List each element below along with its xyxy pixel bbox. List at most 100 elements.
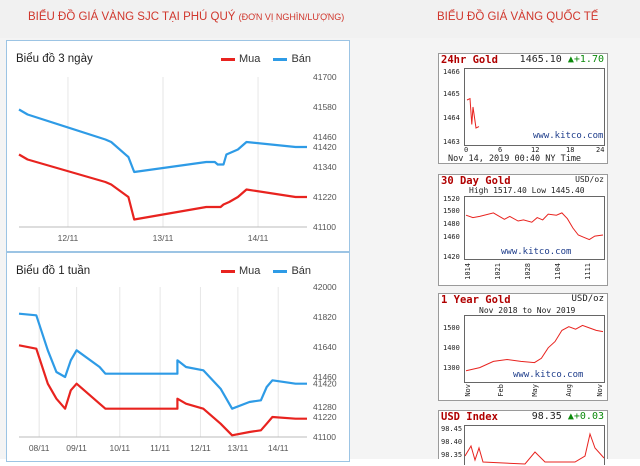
kitco-30day-xtick: 1111 bbox=[584, 263, 592, 280]
kitco-24hr-xtick: 24 bbox=[596, 146, 605, 154]
kitco-1year-ytick: 1500 bbox=[443, 324, 460, 332]
kitco-24hr-ytick: 1465 bbox=[443, 90, 460, 98]
x-tick-label: 09/11 bbox=[66, 443, 87, 453]
y-tick-label: 41580 bbox=[313, 102, 337, 112]
x-tick-label: 13/11 bbox=[228, 443, 249, 453]
x-tick-label: 12/11 bbox=[58, 233, 79, 243]
kitco-24hr-timestamp: Nov 14, 2019 00:40 NY Time bbox=[448, 154, 582, 164]
series-line-mua bbox=[18, 153, 307, 221]
y-tick-label: 41100 bbox=[313, 432, 336, 442]
series-line-mua bbox=[18, 344, 307, 437]
sjc-chart-heading: BIỂU ĐỒ GIÁ VÀNG SJC TẠI PHÚ QUÝ (ĐƠN VỊ… bbox=[28, 11, 345, 23]
chart-1-week-panel: Biểu đồ 1 tuần Mua Bán 41100 41220 41280 41… bbox=[6, 252, 350, 462]
kitco-1year-unit: USD/oz bbox=[571, 294, 604, 304]
kitco-usd-ytick: 98.35 bbox=[441, 451, 463, 459]
y-tick-label: 41640 bbox=[313, 342, 337, 352]
kitco-30day-title: 30 Day Gold bbox=[441, 175, 511, 187]
kitco-1-year-gold-chart[interactable]: 1 Year Gold USD/oz Nov 2018 to Nov 2019 … bbox=[438, 293, 608, 401]
chart-3-days-panel: Biểu đồ 3 ngày Mua Bán 41100 41220 41340 41… bbox=[6, 40, 350, 252]
y-tick-label: 41280 bbox=[313, 402, 337, 412]
x-tick-label: 08/11 bbox=[29, 443, 50, 453]
kitco-usd-ytick: 98.40 bbox=[441, 438, 463, 446]
legend-ban-swatch bbox=[273, 57, 288, 61]
header-bar: BIỂU ĐỒ GIÁ VÀNG SJC TẠI PHÚ QUÝ (ĐƠN VỊ… bbox=[0, 0, 640, 38]
x-tick-label: 11/11 bbox=[150, 443, 170, 453]
kitco-1year-xtick: Nov bbox=[596, 384, 604, 397]
chart-1-week-legend[interactable]: Mua Bán bbox=[221, 265, 311, 277]
kitco-30-day-gold-chart[interactable]: 30 Day Gold USD/oz High 1517.40 Low 1445… bbox=[438, 174, 608, 286]
kitco-1year-xtick: Feb bbox=[497, 384, 505, 397]
kitco-24hr-quote: 1465.10 ▲+1.70 bbox=[519, 54, 604, 65]
kitco-30day-xtick: 1104 bbox=[554, 263, 562, 280]
kitco-24hr-xtick: 6 bbox=[498, 146, 503, 154]
series-line-ban bbox=[18, 108, 307, 174]
legend-mua-swatch bbox=[221, 269, 235, 273]
kitco-30day-ytick: 1520 bbox=[443, 195, 460, 203]
kitco-24hr-plot: www.kitco.com bbox=[464, 68, 605, 146]
y-tick-label: 41220 bbox=[313, 412, 337, 422]
kitco-24hr-gold-chart[interactable]: 24hr Gold 1465.10 ▲+1.70 www.kitco.com 1… bbox=[438, 53, 608, 164]
series-line-ban bbox=[18, 312, 307, 410]
y-tick-label: 41100 bbox=[313, 222, 336, 232]
kitco-usd-index-quote: 98.35 ▲+0.03 bbox=[531, 411, 604, 422]
y-tick-label: 41220 bbox=[313, 192, 337, 202]
chart-1-week-title: Biểu đồ 1 tuần bbox=[16, 265, 91, 277]
legend-ban-label: Bán bbox=[291, 265, 312, 277]
kitco-30day-xtick: 1028 bbox=[524, 263, 532, 280]
kitco-24hr-ytick: 1466 bbox=[443, 68, 460, 76]
legend-ban-swatch bbox=[273, 269, 288, 273]
y-tick-label: 41820 bbox=[313, 312, 337, 322]
kitco-1year-xtick: Nov bbox=[464, 384, 472, 397]
x-tick-label: 12/11 bbox=[190, 443, 211, 453]
kitco-usd-ytick: 98.45 bbox=[441, 425, 463, 433]
x-tick-label: 10/11 bbox=[109, 443, 130, 453]
kitco-30day-ytick: 1420 bbox=[443, 253, 460, 261]
x-tick-label: 14/11 bbox=[248, 233, 269, 243]
legend-mua-swatch bbox=[221, 57, 235, 61]
kitco-1year-plot: www.kitco.com bbox=[464, 315, 605, 383]
kitco-30day-ytick: 1500 bbox=[443, 207, 460, 215]
kitco-24hr-ytick: 1464 bbox=[443, 114, 460, 122]
kitco-24hr-line bbox=[466, 97, 480, 129]
kitco-watermark: www.kitco.com bbox=[533, 131, 604, 141]
kitco-1year-ytick: 1400 bbox=[443, 344, 460, 352]
kitco-watermark: www.kitco.com bbox=[513, 370, 584, 380]
kitco-30day-unit: USD/oz bbox=[575, 175, 604, 184]
kitco-1year-line bbox=[465, 324, 604, 372]
kitco-30day-ytick: 1480 bbox=[443, 220, 460, 228]
kitco-30day-xtick: 1021 bbox=[494, 263, 502, 280]
legend-mua-label: Mua bbox=[239, 53, 261, 65]
legend-ban-label: Bán bbox=[291, 53, 312, 65]
kitco-usd-index-chart[interactable]: USD Index 98.35 ▲+0.03 98.45 98.40 98.35 bbox=[438, 410, 608, 465]
kitco-usd-index-title: USD Index bbox=[441, 411, 498, 423]
y-tick-label: 41460 bbox=[313, 372, 337, 382]
kitco-1year-range: Nov 2018 to Nov 2019 bbox=[479, 306, 576, 315]
y-tick-label: 41420 bbox=[313, 379, 337, 389]
x-tick-label: 13/11 bbox=[153, 233, 174, 243]
chart-3-days-legend[interactable]: Mua Bán bbox=[221, 53, 311, 65]
kitco-24hr-ytick: 1463 bbox=[443, 138, 460, 146]
kitco-30day-high-low: High 1517.40 Low 1445.40 bbox=[469, 186, 585, 195]
kitco-usd-index-plot bbox=[464, 425, 605, 465]
chart-3-days-title: Biểu đồ 3 ngày bbox=[16, 53, 93, 65]
kitco-30day-plot: www.kitco.com bbox=[464, 196, 605, 260]
kitco-usd-index-line bbox=[465, 432, 604, 465]
kitco-24hr-xtick: 12 bbox=[531, 146, 540, 154]
y-tick-label: 41460 bbox=[313, 132, 337, 142]
y-tick-label: 41340 bbox=[313, 162, 337, 172]
y-tick-label: 41420 bbox=[313, 142, 337, 152]
kitco-24hr-xtick: 18 bbox=[566, 146, 575, 154]
kitco-1year-title: 1 Year Gold bbox=[441, 294, 511, 306]
kitco-1year-xtick: Aug bbox=[565, 384, 573, 397]
kitco-24hr-xtick: 0 bbox=[464, 146, 469, 154]
kitco-1year-ytick: 1300 bbox=[443, 364, 460, 372]
kitco-30day-ytick: 1460 bbox=[443, 233, 460, 241]
kitco-watermark: www.kitco.com bbox=[501, 247, 572, 257]
kitco-30day-line bbox=[465, 212, 604, 241]
x-tick-label: 14/11 bbox=[268, 443, 289, 453]
y-tick-label: 42000 bbox=[313, 282, 337, 292]
international-chart-heading: BIỂU ĐỒ GIÁ VÀNG QUỐC TẾ bbox=[437, 11, 599, 23]
y-tick-label: 41700 bbox=[313, 72, 337, 82]
